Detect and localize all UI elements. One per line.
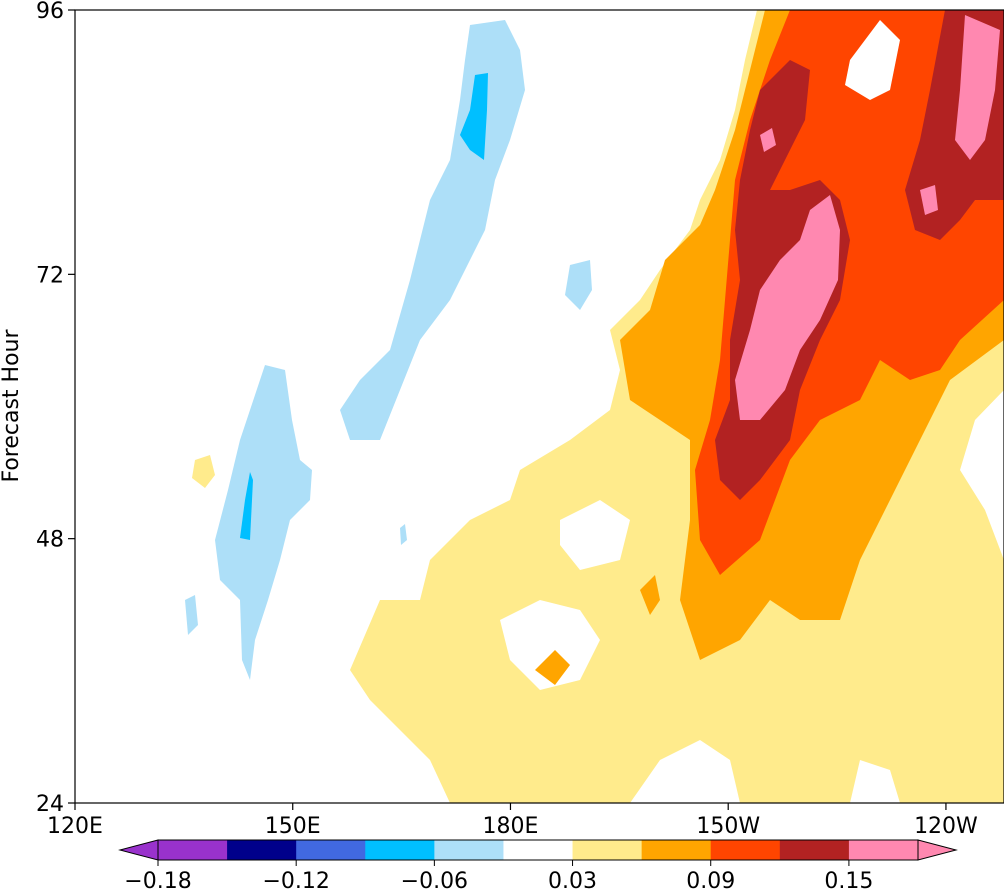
y-axis: 24 48 72 96 xyxy=(36,0,75,817)
colorbar-segment xyxy=(434,840,504,860)
contour-fill-neg0.03 xyxy=(185,595,198,635)
contour-fill-0.15 xyxy=(920,185,938,215)
colorbar-segment xyxy=(710,840,781,860)
contour-fill-0.15 xyxy=(760,128,776,152)
colorbar-under-arrow xyxy=(118,839,159,861)
contour-fill-0.06 xyxy=(535,650,570,685)
colorbar-segment xyxy=(641,840,712,860)
colorbar-segment xyxy=(572,840,643,860)
contour-fill-0.03 xyxy=(912,715,935,760)
contour-fill-0.15 xyxy=(735,195,840,420)
contour-fill-neg0.06 xyxy=(460,73,488,160)
contour-fill-neg0.03 xyxy=(400,524,407,545)
colorbar-segment xyxy=(503,840,574,860)
contour-fill-neg0.03 xyxy=(565,260,592,310)
x-tick-label: 180E xyxy=(483,814,539,839)
contour-hole xyxy=(500,600,600,690)
contour-fill-neg0.06 xyxy=(240,472,253,540)
colorbar-segment xyxy=(227,840,297,860)
colorbar-tick-label: −0.18 xyxy=(124,869,191,894)
contour-hole xyxy=(560,500,630,570)
colorbar-segment xyxy=(365,840,435,860)
y-axis-title: Forecast Hour xyxy=(0,329,24,483)
colorbar-segment xyxy=(779,840,850,860)
colorbar: −0.18 −0.12 −0.06 0.03 0.09 0.15 xyxy=(118,839,958,894)
y-tick-label: 72 xyxy=(36,263,64,288)
contour-fill-0.06 xyxy=(640,575,660,615)
contour-hole xyxy=(845,20,900,100)
x-tick-label: 150E xyxy=(265,814,321,839)
colorbar-segment xyxy=(848,840,919,860)
x-axis: 120E 150E 180E 150W 120W xyxy=(47,803,978,839)
colorbar-tick-label: 0.09 xyxy=(686,869,735,894)
contour-fill-0.03 xyxy=(192,455,215,488)
colorbar-segment xyxy=(296,840,366,860)
colorbar-segment xyxy=(158,840,228,860)
plot-area xyxy=(74,9,1004,804)
plot-frame xyxy=(74,9,1004,804)
colorbar-tick-label: −0.12 xyxy=(262,869,329,894)
colorbar-over-arrow xyxy=(917,839,958,861)
y-tick-label: 24 xyxy=(36,792,64,817)
contour-fill-neg0.03 xyxy=(215,365,312,680)
colorbar-tick-label: 0.15 xyxy=(824,869,873,894)
contour-fill-0.03 xyxy=(965,590,988,630)
y-tick-label: 96 xyxy=(36,0,64,24)
contour-fills xyxy=(185,10,1004,803)
x-tick-label: 150W xyxy=(696,814,760,839)
x-tick-label: 120W xyxy=(914,814,978,839)
colorbar-tick-label: −0.06 xyxy=(401,869,468,894)
x-tick-label: 120E xyxy=(47,814,103,839)
colorbar-tick-label: 0.03 xyxy=(548,869,597,894)
contour-fill-0.15 xyxy=(955,15,1000,160)
y-tick-label: 48 xyxy=(36,528,64,553)
colorbar-frame xyxy=(157,839,919,861)
